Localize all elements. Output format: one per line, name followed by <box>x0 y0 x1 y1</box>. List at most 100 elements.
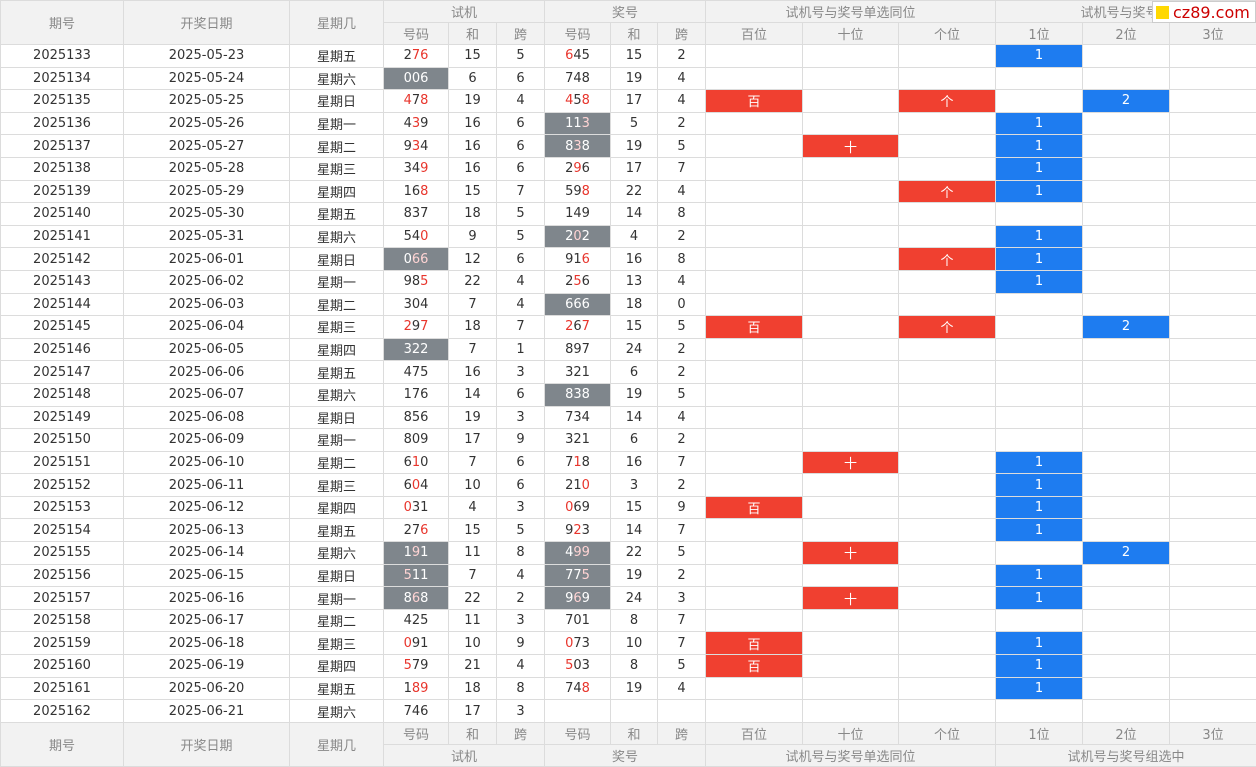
match-bai <box>706 406 803 429</box>
draw-sum <box>611 700 658 723</box>
match-bai <box>706 203 803 226</box>
issue-number: 2025142 <box>1 248 124 271</box>
trial-span: 3 <box>497 700 545 723</box>
draw-date: 2025-06-07 <box>124 383 290 406</box>
issue-number: 2025137 <box>1 135 124 158</box>
digit: 0 <box>404 636 412 651</box>
group-pos-1: 1 <box>996 474 1083 497</box>
foot-draw-sum: 和 <box>611 722 658 744</box>
digit: 1 <box>404 184 412 199</box>
digit: 8 <box>412 681 420 696</box>
draw-span: 4 <box>658 67 706 90</box>
match-bai <box>706 270 803 293</box>
group-pos-2 <box>1083 496 1170 519</box>
digit: 6 <box>420 387 428 402</box>
digit: 8 <box>582 681 590 696</box>
match-shi: 十 <box>803 135 899 158</box>
weekday: 星期三 <box>290 316 384 339</box>
draw-span: 4 <box>658 677 706 700</box>
col-weekday[interactable]: 星期几 <box>290 1 384 45</box>
draw-date: 2025-06-10 <box>124 451 290 474</box>
digit: 9 <box>573 184 581 199</box>
digit: 7 <box>412 365 420 380</box>
draw-number: 267 <box>545 316 611 339</box>
digit: 4 <box>412 229 420 244</box>
weekday: 星期一 <box>290 112 384 135</box>
draw-sum: 3 <box>611 474 658 497</box>
draw-span: 2 <box>658 45 706 68</box>
match-shi <box>803 203 899 226</box>
digit: 3 <box>404 297 412 312</box>
foot-group-trial: 试机 <box>384 744 545 766</box>
group-pos-2 <box>1083 180 1170 203</box>
digit: 9 <box>582 500 590 515</box>
match-bai <box>706 519 803 542</box>
group-pos-2 <box>1083 248 1170 271</box>
group-pos-2 <box>1083 677 1170 700</box>
foot-shi: 十位 <box>803 722 899 744</box>
match-bai <box>706 112 803 135</box>
digit: 6 <box>420 71 428 86</box>
col-date[interactable]: 开奖日期 <box>124 1 290 45</box>
col-qihao[interactable]: 期号 <box>1 1 124 45</box>
trial-span: 4 <box>497 655 545 678</box>
col-group-draw: 奖号 <box>545 1 706 23</box>
trial-sum: 22 <box>449 587 497 610</box>
foot-trial-sum: 和 <box>449 722 497 744</box>
digit: 8 <box>582 93 590 108</box>
match-shi <box>803 157 899 180</box>
group-pos-1 <box>996 316 1083 339</box>
trial-span: 3 <box>497 496 545 519</box>
group-pos-2 <box>1083 519 1170 542</box>
match-bai <box>706 225 803 248</box>
issue-number: 2025157 <box>1 587 124 610</box>
match-bai: 百 <box>706 316 803 339</box>
match-ge <box>899 383 996 406</box>
group-pos-1: 1 <box>996 135 1083 158</box>
trial-sum: 16 <box>449 361 497 384</box>
group-pos-2 <box>1083 429 1170 452</box>
digit: 8 <box>420 93 428 108</box>
issue-number: 2025155 <box>1 542 124 565</box>
match-ge <box>899 225 996 248</box>
group-pos-3 <box>1170 338 1256 361</box>
trial-number: 604 <box>384 474 449 497</box>
group-pos-3 <box>1170 157 1256 180</box>
digit: 0 <box>582 478 590 493</box>
group-pos-3 <box>1170 383 1256 406</box>
digit: 4 <box>420 478 428 493</box>
group-pos-3 <box>1170 519 1256 542</box>
digit: 7 <box>412 387 420 402</box>
digit: 9 <box>582 206 590 221</box>
match-ge <box>899 474 996 497</box>
trial-number: 579 <box>384 655 449 678</box>
digit: 8 <box>404 410 412 425</box>
weekday: 星期四 <box>290 338 384 361</box>
draw-span: 0 <box>658 293 706 316</box>
col-trial-sum: 和 <box>449 23 497 45</box>
draw-number: 321 <box>545 429 611 452</box>
draw-date: 2025-06-20 <box>124 677 290 700</box>
draw-span: 2 <box>658 429 706 452</box>
draw-date: 2025-06-14 <box>124 542 290 565</box>
trial-sum: 7 <box>449 451 497 474</box>
digit: 1 <box>573 116 581 131</box>
group-pos-1: 1 <box>996 225 1083 248</box>
trial-number: 304 <box>384 293 449 316</box>
issue-number: 2025161 <box>1 677 124 700</box>
weekday: 星期五 <box>290 519 384 542</box>
digit: 5 <box>573 274 581 289</box>
draw-span: 4 <box>658 180 706 203</box>
digit: 9 <box>573 342 581 357</box>
digit: 0 <box>412 297 420 312</box>
group-pos-2: 2 <box>1083 90 1170 113</box>
digit: 1 <box>420 636 428 651</box>
match-ge <box>899 406 996 429</box>
trial-sum: 11 <box>449 542 497 565</box>
